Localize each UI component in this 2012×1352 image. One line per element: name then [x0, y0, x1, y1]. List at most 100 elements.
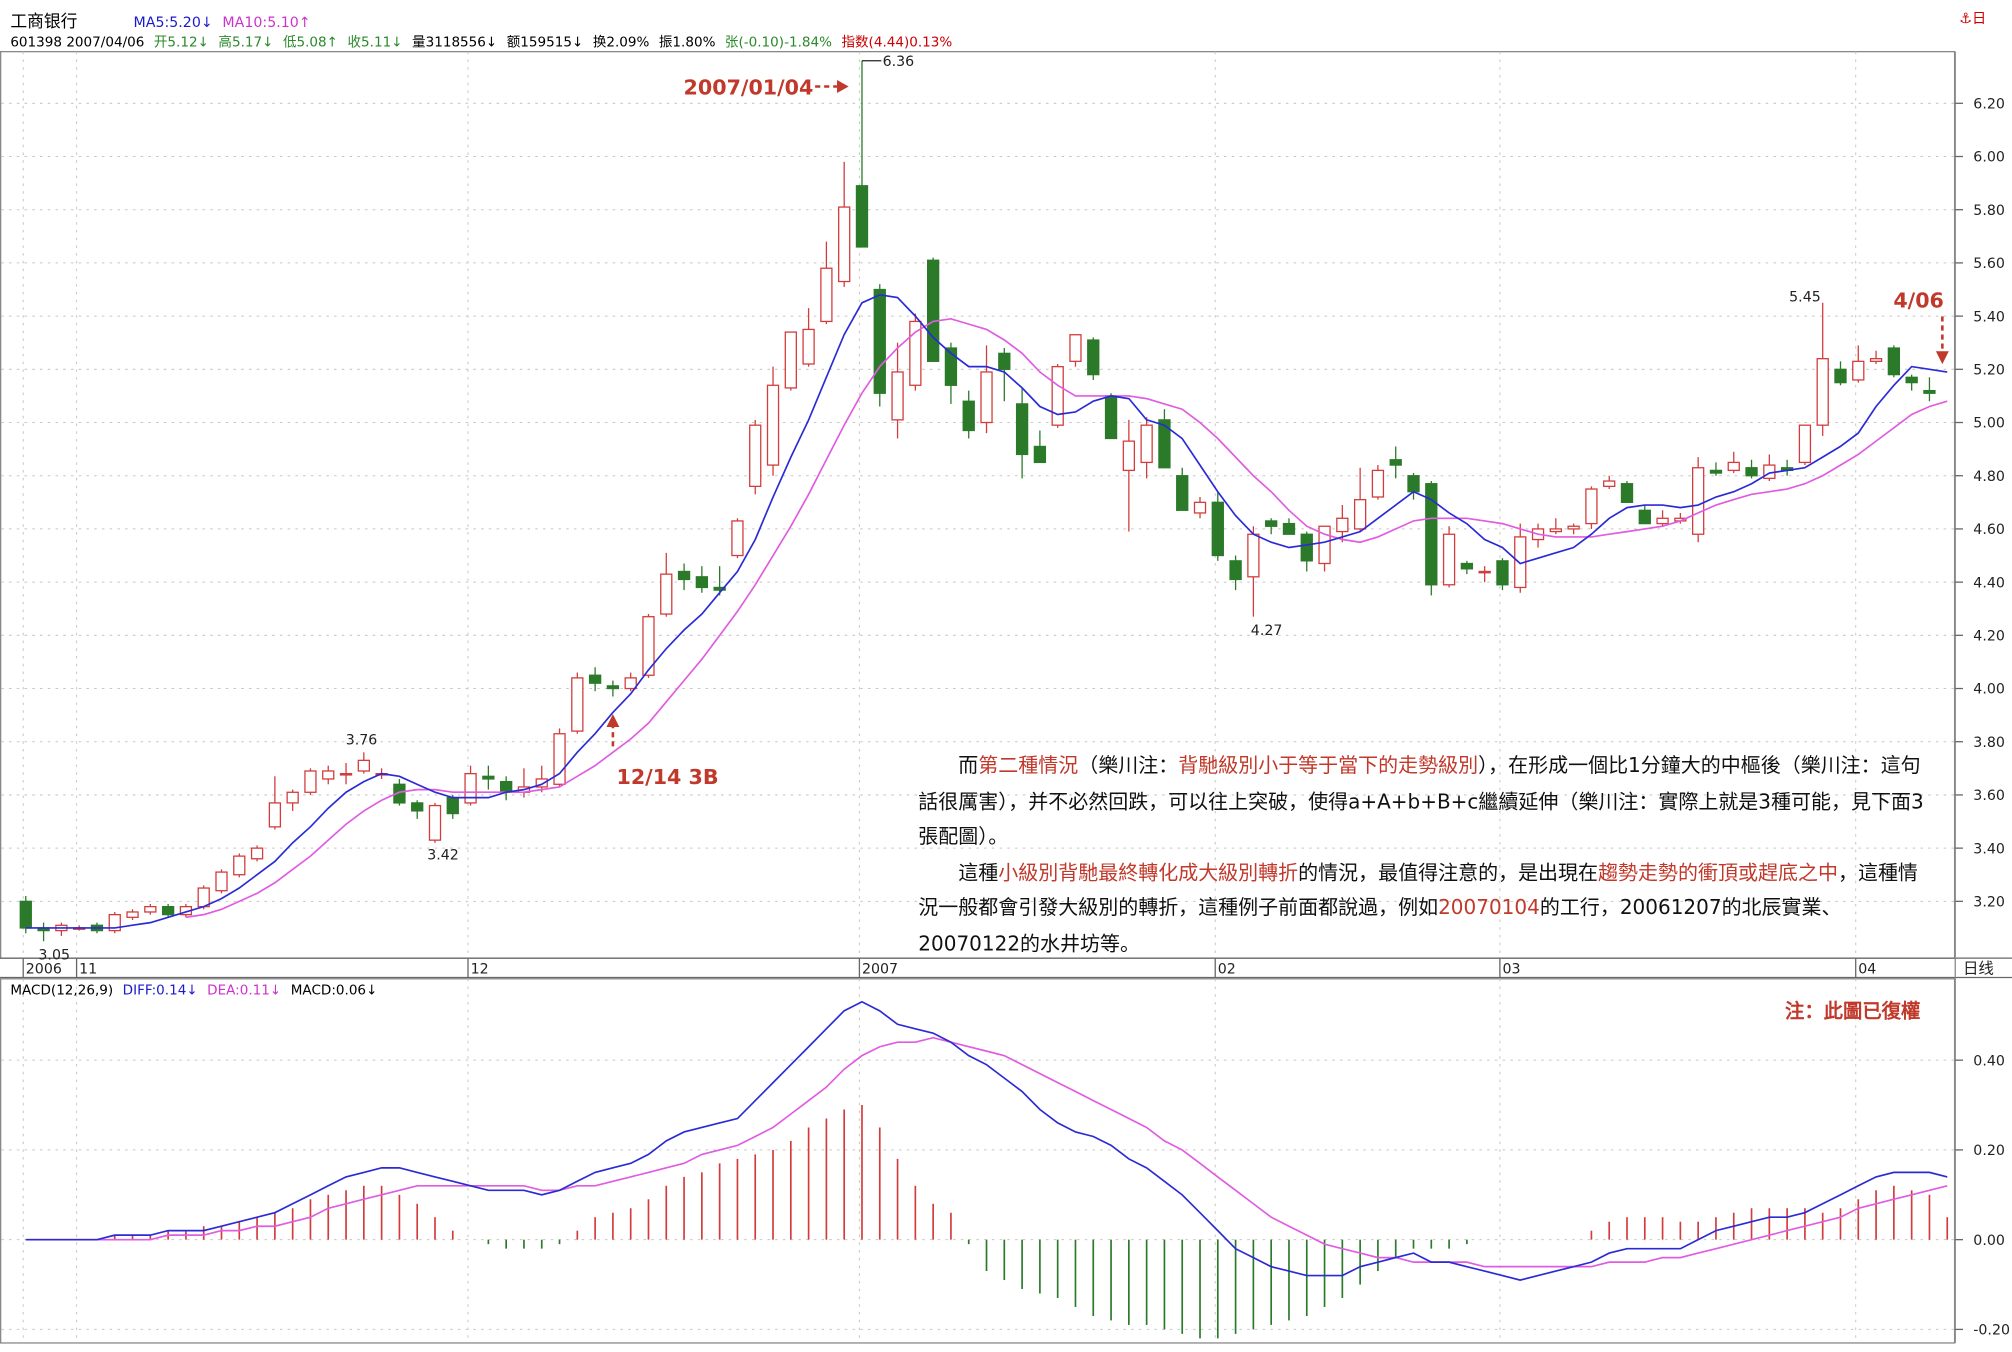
ma5-line — [25, 293, 1948, 929]
candle-body — [980, 371, 993, 424]
price-tick-label: 4.20 — [1973, 628, 2005, 644]
candle-body — [1905, 376, 1918, 384]
macd-tick-label: 0.40 — [1973, 1053, 2005, 1069]
candle-body — [1709, 469, 1723, 474]
candle-body — [1176, 475, 1189, 511]
candle-body — [250, 847, 264, 860]
candle-body — [873, 288, 886, 394]
candle-body — [606, 685, 620, 690]
candle-body — [588, 674, 602, 684]
candle-body — [535, 778, 548, 788]
candle-body — [339, 773, 353, 776]
candle-body — [1104, 395, 1118, 440]
diff-label: DIFF:0.14 — [122, 982, 187, 999]
price-tick-label: 3.20 — [1973, 894, 2005, 910]
candle-body — [784, 331, 797, 389]
candle-body — [464, 773, 477, 804]
change-value: 张(-0.10)-1.84% — [724, 34, 832, 51]
candle-body — [233, 855, 246, 876]
macd-panel-frame — [0, 978, 1956, 1344]
candle-body — [1247, 533, 1260, 578]
candle-body — [428, 804, 442, 841]
date-tick-label: 11 — [79, 962, 97, 978]
candle-body — [1834, 368, 1847, 384]
top-date-arrowhead — [837, 80, 849, 93]
candle-body — [1282, 522, 1296, 535]
candle-body — [1318, 525, 1331, 565]
candle-body — [998, 352, 1011, 370]
note-highlight: 趨勢走勢的衝頂或趕底之中 — [1598, 860, 1838, 884]
amplitude-value: 振1.80% — [658, 34, 716, 51]
candle-body — [802, 328, 815, 365]
date-tick-label: 2006 — [26, 962, 62, 978]
candle-body — [855, 185, 869, 248]
code-date: 601398 2007/04/06 — [10, 34, 145, 51]
candle-body — [482, 775, 495, 780]
note-text: 的工行，20061207的北辰實業、20070122的水井坊等。 — [918, 896, 1842, 955]
dea-line — [25, 1036, 1948, 1268]
high1-value-label: 3.76 — [346, 733, 378, 749]
price-tick-label: 4.40 — [1973, 575, 2005, 591]
amount-value: 额159515 — [506, 34, 572, 51]
macd-label: MACD:0.06 — [290, 982, 367, 999]
candle-body — [161, 906, 175, 916]
macd-title: MACD(12,26,9) — [10, 982, 114, 999]
candle-body — [713, 586, 726, 591]
candle-body — [108, 913, 121, 932]
note-text: （樂川注： — [1078, 754, 1179, 778]
note-highlight: 小級別背馳最終轉化成大級別轉折 — [998, 860, 1299, 884]
price-tick-label: 5.40 — [1973, 309, 2005, 325]
volume-value: 量3118556 — [412, 34, 486, 51]
arrow-down-icon: ↓ — [200, 14, 213, 31]
candle-body — [499, 780, 513, 793]
low3-value-label: 4.27 — [1251, 623, 1283, 639]
date-tick-label: 12 — [471, 962, 489, 978]
price-tick-label: 6.00 — [1973, 150, 2005, 166]
date-tick-label: 03 — [1502, 962, 1520, 978]
corner-icons[interactable]: ⚓日 — [1959, 10, 1987, 28]
candle-body — [1887, 347, 1901, 376]
header-line-1: 工商银行 MA5:5.20↓ MA10:5.10↑ — [10, 8, 316, 33]
candle-body — [1087, 339, 1100, 376]
buy-mark-arrowhead — [606, 714, 620, 728]
candle-body — [1816, 358, 1829, 426]
date-tick-label: 04 — [1858, 962, 1876, 978]
buy-mark-label: 12/14 3B — [616, 765, 718, 789]
candle-body — [357, 759, 370, 772]
candle-body — [1353, 499, 1367, 530]
candle-body — [926, 259, 940, 362]
candle-body — [962, 400, 975, 432]
note-text: ），在形成一個比1分鐘大的中樞後（樂川注：這句話很厲害），并不必然回跌，可以往上… — [918, 754, 1924, 849]
index-value: 指数(4.44)0.13% — [841, 34, 953, 51]
arrow-up-icon: ↑ — [326, 34, 339, 51]
price-tick-label: 5.00 — [1973, 416, 2005, 432]
candle-body — [1549, 528, 1562, 533]
arrow-down-icon: ↓ — [571, 34, 584, 51]
candle-body — [1869, 358, 1883, 362]
arrow-down-icon: ↓ — [366, 982, 378, 999]
date-tick-label: 02 — [1218, 962, 1236, 978]
candle-body — [1425, 483, 1438, 586]
candle-body — [677, 570, 691, 581]
candle-body — [944, 347, 958, 386]
candle-body — [1852, 360, 1865, 381]
candle-body — [411, 802, 424, 812]
candle-body — [1140, 424, 1153, 464]
candle-body — [1620, 483, 1634, 503]
stock-name: 工商银行 — [10, 12, 78, 33]
note-highlight: 20070104 — [1438, 896, 1540, 920]
candle-body — [1745, 467, 1758, 477]
note-text: 這種 — [958, 860, 999, 884]
candle-body — [1585, 488, 1598, 525]
candle-body — [1300, 533, 1313, 562]
candle-body — [1460, 562, 1474, 570]
arrow-down-icon: ↓ — [186, 982, 198, 999]
dea-label: DEA:0.11 — [207, 982, 270, 999]
price-tick-label: 4.00 — [1973, 682, 2005, 698]
candle-body — [1478, 570, 1491, 574]
price-tick-label: 3.40 — [1973, 841, 2005, 857]
candle-body — [126, 911, 139, 918]
candle-body — [215, 871, 228, 892]
note-paragraph-2: 這種小級別背馳最終轉化成大級別轉折的情況，最值得注意的，是出現在趨勢走勢的衝頂或… — [918, 855, 1937, 962]
